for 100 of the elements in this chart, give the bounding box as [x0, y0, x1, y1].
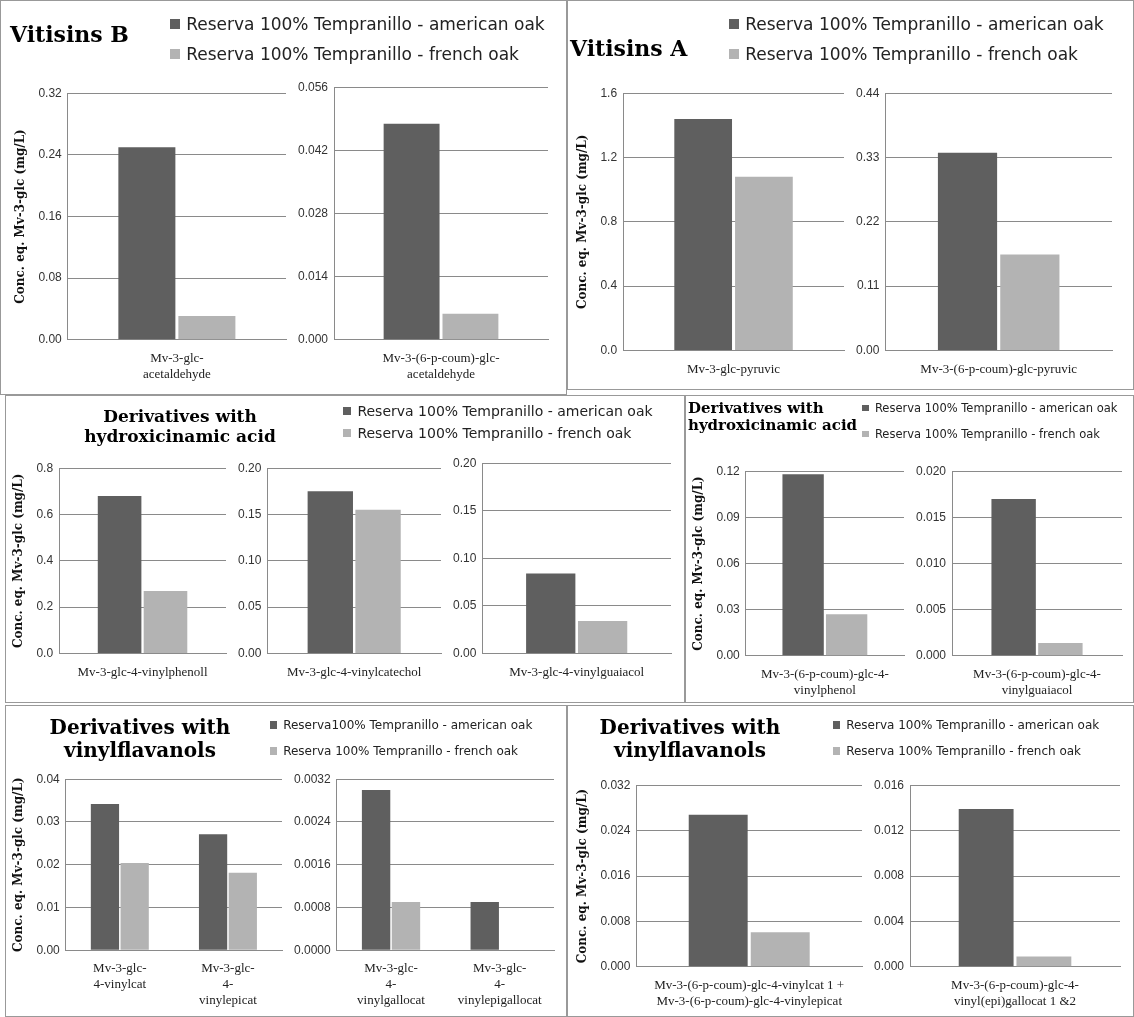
y-tick-label: 0.020	[916, 463, 947, 478]
legend-label: Reserva 100% Tempranillo - american oak	[357, 403, 653, 419]
y-tick-label: 0.00	[716, 648, 741, 663]
y-tick-label: 0.0016	[294, 857, 332, 872]
y-tick-label: 0.11	[856, 278, 880, 293]
y-tick-label: 0.20	[453, 455, 477, 470]
y-tick-label: 0.15	[238, 506, 262, 521]
y-tick-label: 0.015	[916, 509, 947, 524]
y-tick-label: 0.05	[238, 599, 262, 614]
x-tick-label: Mv-3-(6-p-coum)-glc-acetaldehyde	[382, 350, 500, 381]
chart-title: Derivatives with hydroxicinamic acid	[83, 406, 277, 447]
y-tick-label: 0.014	[298, 268, 329, 283]
y-axis-title: Conc. eq. Mv-3-glc (mg/L)	[575, 788, 590, 964]
y-tick-label: 0.12	[716, 463, 741, 478]
y-tick-label: 0.00	[36, 942, 61, 957]
y-tick-label: 0.01	[36, 899, 61, 914]
y-tick-label: 0.4	[600, 278, 618, 293]
y-tick-label: 0.00	[238, 645, 262, 660]
y-tick-label: 0.004	[874, 913, 905, 928]
chart-title: Derivatives with hydroxicinamic acid	[688, 399, 859, 435]
y-tick-label: 0.32	[38, 85, 63, 100]
y-axis-title: Conc. eq. Mv-3-glc (mg/L)	[11, 473, 26, 649]
y-tick-label: 0.042	[298, 142, 329, 157]
y-tick-label: 0.10	[453, 550, 477, 565]
y-tick-label: 1.2	[600, 149, 618, 164]
x-tick-label: Mv-3-(6-p-coum)-glc-4-vinylphenol	[760, 666, 889, 697]
y-tick-label: 0.20	[238, 460, 262, 475]
y-tick-label: 0.16	[38, 208, 63, 223]
legend-label: Reserva 100% Tempranillo - american oak	[186, 14, 545, 34]
y-tick-label: 0.0	[36, 645, 54, 660]
x-tick-label: Mv-3-glc-4-vinylphenoll	[77, 663, 208, 679]
y-tick-label: 0.15	[453, 503, 477, 518]
y-tick-label: 0.09	[716, 509, 741, 524]
y-tick-label: 0.008	[874, 868, 905, 883]
chart-title: Vitisins A	[570, 35, 689, 62]
y-tick-label: 0.24	[38, 147, 63, 162]
bar	[228, 872, 257, 950]
legend-label: Reserva 100% Tempranillo - french oak	[283, 744, 519, 758]
y-tick-label: 0.33	[856, 149, 880, 164]
y-tick-label: 0.05	[453, 598, 477, 613]
y-axis-title: Conc. eq. Mv-3-glc (mg/L)	[691, 476, 706, 651]
y-tick-label: 0.22	[856, 214, 880, 229]
x-tick-label: Mv-3-(6-p-coum)-glc-4-vinylcat 1 + Mv-3-(6-p-coum)-glc-4-vinylepicat	[654, 977, 845, 1008]
legend-label: Reserva 100% Tempranillo - american oak	[874, 401, 1118, 415]
x-tick-label: Mv-3-glc-4-vinylepicat	[199, 960, 258, 1007]
legend-label: Reserva 100% Tempranillo - french oak	[874, 427, 1100, 441]
x-tick-label: Mv-3-glc-4-vinylgallocat	[357, 960, 426, 1007]
y-tick-label: 0.000	[298, 332, 329, 347]
y-tick-label: 0.10	[238, 553, 262, 568]
y-tick-label: 0.0	[600, 342, 618, 357]
x-tick-label: Mv-3-(6-p-coum)-glc-4-vinyl(epi)gallocat 1 &2	[951, 977, 1079, 1008]
legend-label: Reserva100% Tempranillo - american oak	[283, 718, 533, 732]
y-tick-label: 0.44	[856, 85, 880, 100]
x-tick-label: Mv-3-glc-4-vinylepigallocat	[457, 960, 542, 1007]
x-tick-label: Mv-3-glc-4-vinylguaiacol	[509, 663, 645, 679]
y-axis-title: Conc. eq. Mv-3-glc (mg/L)	[11, 777, 26, 952]
y-tick-label: 0.000	[916, 648, 947, 663]
y-tick-label: 0.024	[600, 822, 631, 837]
y-axis-title: Conc. eq. Mv-3-glc (mg/L)	[13, 129, 28, 304]
y-tick-label: 1.6	[600, 85, 618, 100]
legend-label: Reserva 100% Tempranillo - american oak	[745, 14, 1104, 34]
y-tick-label: 0.00	[856, 342, 880, 357]
y-tick-label: 0.8	[36, 460, 54, 475]
y-tick-label: 0.0024	[294, 814, 332, 829]
bar	[120, 862, 149, 950]
chart-title: Vitisins B	[10, 21, 130, 48]
y-tick-label: 0.03	[716, 601, 741, 616]
y-tick-label: 0.00	[38, 332, 63, 347]
legend-label: Reserva 100% Tempranillo - french oak	[357, 425, 632, 441]
y-tick-label: 0.08	[38, 270, 63, 285]
y-tick-label: 0.016	[874, 777, 905, 792]
chart-title: Derivatives with vinylflavanols	[598, 715, 782, 762]
y-tick-label: 0.0000	[294, 942, 332, 957]
x-tick-label: Mv-3-(6-p-coum)-glc-4-vinylguaiacol	[973, 666, 1101, 697]
legend-label: Reserva 100% Tempranillo - french oak	[745, 44, 1078, 64]
legend-label: Reserva 100% Tempranillo - french oak	[846, 744, 1082, 758]
legend-label: Reserva 100% Tempranillo - french oak	[186, 44, 519, 64]
y-tick-label: 0.04	[36, 771, 61, 786]
y-tick-label: 0.056	[298, 79, 329, 94]
y-tick-label: 0.000	[874, 959, 905, 974]
x-tick-label: Mv-3-(6-p-coum)-glc-pyruvic	[920, 360, 1078, 376]
y-tick-label: 0.028	[298, 205, 329, 220]
legend-label: Reserva 100% Tempranillo - american oak	[846, 718, 1100, 732]
y-tick-label: 0.0032	[294, 771, 332, 786]
x-tick-label: Mv-3-glc-pyruvic	[686, 360, 781, 376]
y-tick-label: 0.0008	[294, 899, 332, 914]
bar	[90, 804, 120, 950]
y-tick-label: 0.8	[600, 214, 618, 229]
y-tick-label: 0.010	[916, 555, 947, 570]
y-tick-label: 0.4	[36, 553, 54, 568]
y-tick-label: 0.032	[600, 777, 631, 792]
chart-title: Derivatives with vinylflavanols	[48, 715, 232, 762]
y-tick-label: 0.02	[36, 857, 61, 872]
y-tick-label: 0.06	[716, 555, 741, 570]
y-tick-label: 0.000	[600, 959, 631, 974]
y-axis-title: Conc. eq. Mv-3-glc (mg/L)	[575, 134, 590, 310]
x-tick-label: Mv-3-glc-4-vinylcatechol	[287, 663, 422, 679]
y-tick-label: 0.012	[874, 822, 905, 837]
bar	[198, 834, 228, 950]
y-tick-label: 0.005	[916, 601, 947, 616]
